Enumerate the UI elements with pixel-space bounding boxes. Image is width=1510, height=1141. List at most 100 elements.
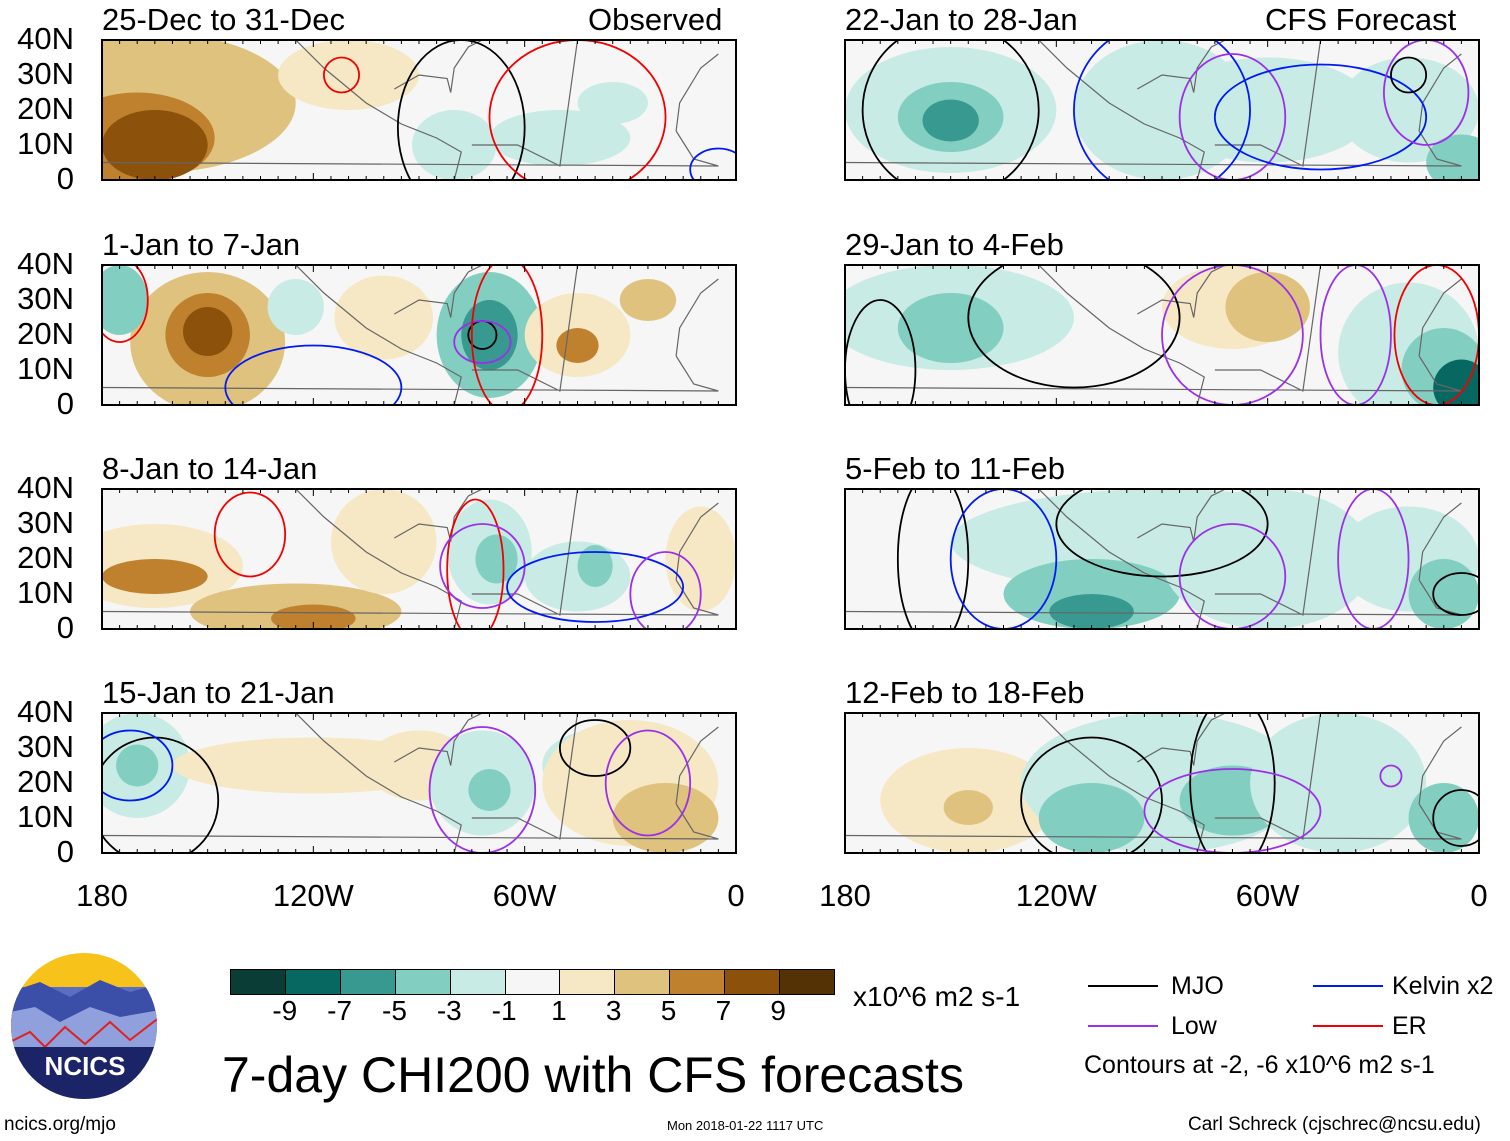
map-panel — [844, 712, 1480, 854]
colorbar-label: 5 — [660, 995, 677, 1026]
lon-label: 120W — [272, 878, 354, 913]
anomaly-region — [102, 265, 148, 335]
map-panel — [101, 39, 737, 181]
low-contour — [428, 726, 537, 853]
lat-label: 40N — [17, 21, 74, 56]
anomaly-region — [1426, 134, 1479, 180]
coastline — [845, 40, 1462, 180]
colorbar-label: -7 — [327, 995, 353, 1026]
colorbar-swatch — [284, 970, 340, 994]
lat-label: 0 — [56, 161, 74, 196]
anomaly-region — [619, 279, 677, 321]
mjo-contour — [1390, 56, 1428, 94]
colorbar-label: -5 — [382, 995, 407, 1026]
footer-timestamp: Mon 2018-01-22 1117 UTC — [667, 1118, 824, 1133]
colorbar-label: 9 — [770, 995, 786, 1026]
anomaly-region — [1038, 783, 1145, 853]
er-contour — [213, 491, 287, 578]
low-contour — [1178, 53, 1287, 180]
kelvin-contour — [949, 489, 1058, 629]
anomaly-region — [1003, 559, 1180, 629]
low-contour — [604, 729, 692, 837]
panel-title: 29-Jan to 4-Feb — [845, 227, 1064, 262]
lat-label: 30N — [17, 56, 74, 91]
panel-title: 12-Feb to 18-Feb — [845, 675, 1085, 710]
lat-label: 0 — [56, 386, 74, 421]
colorbar-label: -1 — [491, 995, 517, 1026]
kelvin-contour — [689, 147, 736, 180]
er-contour — [446, 498, 505, 629]
map-panel — [844, 264, 1480, 406]
legend-er: ER — [1392, 1012, 1427, 1040]
lat-label: 20N — [17, 764, 74, 799]
cfs-forecast-label: CFS Forecast — [1265, 2, 1457, 37]
er-contour — [322, 56, 361, 94]
kelvin-contour — [1213, 63, 1428, 171]
anomaly-region — [1049, 594, 1134, 629]
anomaly-region — [334, 275, 434, 360]
lat-label: 10N — [17, 126, 74, 161]
map-panel — [101, 264, 737, 406]
footer-url[interactable]: ncics.org/mjo — [4, 1114, 116, 1135]
low-contour — [1143, 768, 1322, 853]
mjo-contour — [1189, 713, 1276, 853]
colorbar-swatch — [724, 970, 780, 994]
figure-title: 7-day CHI200 with CFS forecasts — [222, 1047, 964, 1103]
anomaly-region — [577, 82, 648, 124]
anomaly-region — [1433, 359, 1479, 405]
anomaly-region — [1250, 713, 1427, 853]
lon-label: 0 — [1470, 878, 1488, 913]
colorbar-swatch — [669, 970, 725, 994]
anomaly-region — [116, 744, 159, 787]
anomaly-region — [102, 110, 208, 180]
lon-label: 60W — [1235, 878, 1300, 913]
legend-kelvin: Kelvin x2 — [1392, 972, 1494, 1000]
low-contour — [1178, 523, 1287, 629]
ncics-logo: NCICS — [11, 953, 157, 1099]
lat-label: 0 — [56, 610, 74, 645]
anomaly-region — [612, 783, 719, 853]
coastline — [102, 713, 719, 853]
map-panel — [844, 488, 1480, 630]
lon-label: 120W — [1015, 878, 1097, 913]
lat-label: 40N — [17, 470, 74, 505]
coastline — [102, 265, 719, 405]
mjo-contour — [896, 489, 970, 629]
colorbar-swatch — [779, 970, 834, 994]
lat-label: 30N — [17, 505, 74, 540]
mjo-contour — [1055, 489, 1269, 578]
colorbar-swatch — [339, 970, 395, 994]
anomaly-region — [475, 534, 518, 584]
legend-low: Low — [1171, 1012, 1217, 1040]
colorbar-swatch — [614, 970, 670, 994]
anomaly-region — [556, 328, 599, 363]
panel-title: 22-Jan to 28-Jan — [845, 2, 1078, 37]
coastline — [102, 40, 719, 180]
er-contour — [102, 265, 149, 343]
anomaly-region — [267, 279, 324, 335]
panel-title: 1-Jan to 7-Jan — [102, 227, 301, 262]
coastline — [845, 265, 1462, 405]
anomaly-region — [1408, 559, 1479, 629]
anomaly-region — [271, 604, 356, 629]
legend-lines-2 — [1313, 985, 1383, 1027]
anomaly-region — [1338, 57, 1479, 163]
anomaly-region — [1162, 57, 1374, 163]
anomaly-region — [411, 110, 497, 180]
anomaly-region — [461, 300, 518, 370]
lat-label: 10N — [17, 575, 74, 610]
kelvin-contour — [224, 344, 403, 405]
colorbar-swatch — [394, 970, 450, 994]
panel-title: 5-Feb to 11-Feb — [845, 451, 1065, 486]
low-contour — [629, 551, 702, 629]
colorbar-label: 7 — [715, 995, 732, 1026]
lat-label: 0 — [56, 834, 74, 869]
footer-author: Carl Schreck (cjschrec@ncsu.edu) — [1188, 1114, 1481, 1135]
anomaly-region — [1225, 272, 1310, 342]
panel-title: 8-Jan to 14-Jan — [102, 451, 318, 486]
panel-title: 25-Dec to 31-Dec — [102, 2, 345, 37]
mjo-contour — [845, 299, 917, 405]
lat-label: 40N — [17, 694, 74, 729]
observed-label: Observed — [588, 2, 723, 37]
lon-label: 180 — [76, 878, 128, 913]
